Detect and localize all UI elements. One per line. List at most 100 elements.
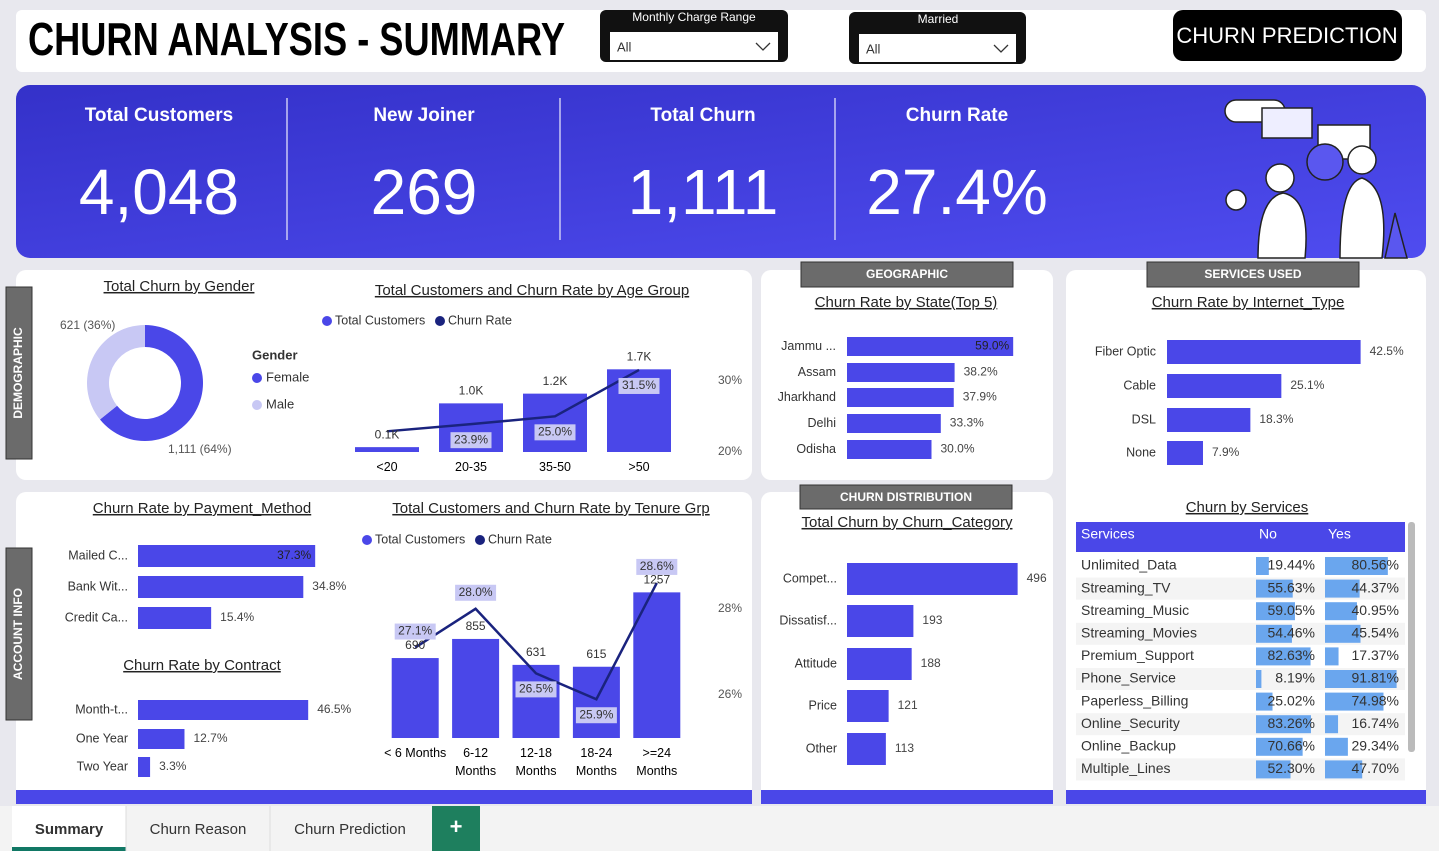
cell-value: 16.74% (1352, 715, 1399, 731)
bar (138, 757, 151, 777)
cell-value: 40.95% (1352, 602, 1399, 618)
legend-swatch (252, 400, 262, 410)
cell-value: 47.70% (1352, 760, 1399, 776)
data-label: 42.5% (1370, 344, 1404, 358)
section-tab (799, 484, 1013, 510)
y-tick-label: Fiber Optic (1095, 344, 1156, 358)
row-label: Streaming_TV (1081, 579, 1171, 595)
bar (1167, 408, 1251, 432)
tab-label[interactable]: Churn Prediction (294, 821, 406, 838)
donut-slice (87, 325, 145, 420)
bar (847, 388, 954, 407)
row-label: Unlimited_Data (1081, 557, 1177, 573)
cell-value: 29.34% (1352, 738, 1399, 754)
tab-bar (0, 806, 1439, 851)
data-bar (1256, 624, 1292, 643)
cell-value: 17.37% (1352, 647, 1399, 663)
x-label-box: >50 (628, 460, 649, 474)
section-label: SERVICES USED (1204, 267, 1301, 281)
data-label: 37.3% (277, 548, 311, 562)
data-label: 3.3% (159, 759, 187, 773)
kpi-dividers (286, 98, 836, 240)
bar (847, 733, 886, 765)
row-bg (1076, 577, 1405, 600)
filter[interactable]: Monthly Charge Range All (600, 10, 788, 62)
cell-value: 59.05% (1268, 602, 1315, 618)
y-tick-label: DSL (1132, 412, 1156, 426)
chart-title: Total Churn by Gender (104, 278, 255, 295)
section-label: DEMOGRAPHIC (11, 327, 25, 419)
bar (512, 664, 560, 738)
x-tick-label: 12-18 Months (515, 746, 557, 778)
chart-title: Churn Rate by Contract (123, 657, 281, 674)
cell-value: 74.98% (1352, 692, 1399, 708)
data-label: 25.0% (538, 425, 572, 439)
x-label-box: >=24 Months (636, 746, 677, 778)
x-tick-label: < 6 Months (384, 746, 447, 760)
x-label-box: 20-35 (455, 460, 487, 474)
data-label: 631 (526, 645, 546, 659)
filter[interactable]: Married All (849, 12, 1026, 64)
tab-label[interactable]: Churn Reason (150, 821, 247, 838)
cell-value: 19.44% (1268, 557, 1315, 573)
kpi-value: 27.4% (866, 156, 1047, 228)
kpi-value: 269 (371, 156, 478, 228)
tab-label[interactable]: Summary (35, 821, 104, 838)
data-label: 27.1% (398, 624, 432, 638)
cell-value: 70.66% (1268, 738, 1315, 754)
tab[interactable] (12, 806, 126, 851)
bar (1167, 374, 1282, 398)
bar (391, 658, 439, 738)
legend-label: Female (266, 369, 309, 384)
filter-input[interactable] (610, 32, 778, 60)
x-label-box: 12-18 Months (515, 746, 557, 778)
row-label: Streaming_Movies (1081, 625, 1197, 641)
data-bar (1256, 760, 1291, 779)
kpi-label: Total Customers (85, 105, 234, 126)
y-tick-label: Delhi (808, 416, 837, 430)
legend-swatch (435, 316, 445, 326)
prediction-button[interactable] (1173, 10, 1402, 61)
label-bg (618, 377, 660, 394)
data-bar (1325, 647, 1339, 666)
x-label-box: 18-24 Months (575, 746, 617, 778)
y-tick-label: Other (806, 741, 837, 755)
bar (633, 592, 681, 738)
y-tick-label: Month-t... (75, 702, 128, 716)
data-label: 7.9% (1212, 445, 1240, 459)
label-bg (575, 707, 617, 724)
bar (847, 605, 914, 637)
data-label: 188 (921, 656, 941, 670)
data-label: 1.0K (459, 384, 484, 398)
bar (847, 363, 955, 382)
kpi-value: 4,048 (79, 156, 239, 228)
tab-indicator (12, 847, 126, 851)
illustration (1224, 99, 1408, 259)
data-label: 1.7K (627, 349, 652, 363)
data-bar (1256, 715, 1311, 734)
data-label: 59.0% (975, 339, 1009, 353)
y-tick-label: Assam (798, 365, 836, 379)
line (414, 582, 658, 701)
add-tab-label[interactable]: + (450, 814, 463, 839)
filter-input[interactable] (859, 34, 1016, 62)
data-label: 1.2K (543, 374, 568, 388)
data-label: 496 (1027, 571, 1047, 585)
cell-value: 45.54% (1352, 625, 1399, 641)
kpi-label: New Joiner (373, 105, 475, 126)
data-bar (1256, 670, 1262, 688)
y2-tick-label: 26% (718, 687, 742, 701)
x-label-box: < 6 Months (384, 746, 447, 760)
data-bar (1325, 670, 1397, 688)
add-tab[interactable] (432, 806, 480, 851)
panel-strip (1066, 790, 1426, 804)
row-bg (1076, 668, 1405, 690)
data-label: 23.9% (454, 432, 488, 446)
data-label: 12.7% (193, 731, 227, 745)
x-tick-label: 18-24 Months (575, 746, 617, 778)
cell-value: 55.63% (1268, 579, 1315, 595)
legend-swatch (252, 373, 262, 383)
data-label: 34.8% (312, 579, 346, 593)
cell-value: 44.37% (1352, 579, 1399, 595)
